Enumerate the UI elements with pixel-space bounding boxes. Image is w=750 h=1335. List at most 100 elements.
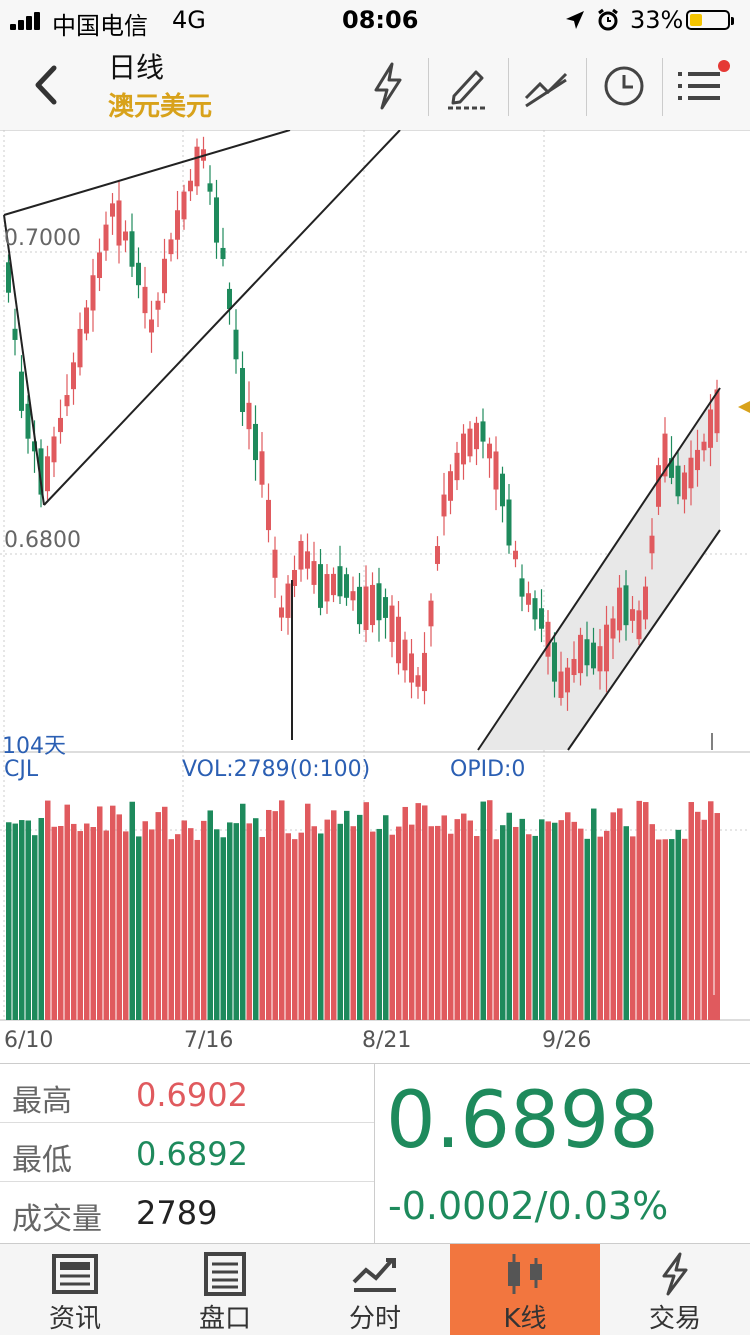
volume-bar <box>97 806 103 1020</box>
volume-bar <box>110 805 116 1020</box>
candle-body <box>51 436 57 463</box>
candle-body <box>695 449 700 471</box>
back-icon[interactable] <box>28 60 68 110</box>
volume-bar <box>32 835 38 1020</box>
candle-body <box>610 618 616 639</box>
tab-kline[interactable]: K线 <box>450 1244 600 1335</box>
volume-bar <box>545 821 551 1020</box>
candle-body <box>389 605 395 642</box>
volume-bar <box>675 829 681 1020</box>
volume-bar <box>565 812 571 1020</box>
high-row: 最高 0.6902 <box>0 1064 374 1123</box>
candle-body <box>64 395 70 407</box>
draw-icon[interactable] <box>440 58 496 114</box>
volume-bar <box>467 820 473 1020</box>
volume-bar <box>350 826 356 1020</box>
candle-body <box>383 597 388 618</box>
volume-bar <box>51 826 57 1020</box>
volume-bar <box>123 831 129 1020</box>
date-axis-label: 7/16 <box>184 1028 234 1053</box>
candle-body <box>701 441 707 451</box>
candle-body <box>675 465 681 497</box>
candle-body <box>493 451 499 490</box>
volume-bar <box>77 831 83 1020</box>
trendline-icon[interactable] <box>518 58 574 114</box>
volume-bar <box>584 838 590 1020</box>
volume-bar <box>331 810 337 1020</box>
volume-bar <box>636 800 642 1020</box>
candle-body <box>584 639 590 666</box>
candle-body <box>669 458 674 478</box>
candle-body <box>396 616 401 664</box>
volume-value: 2789 <box>136 1194 218 1232</box>
candle-body <box>25 403 31 439</box>
nav-divider <box>508 58 509 116</box>
volume-bar <box>64 804 70 1020</box>
menu-icon[interactable] <box>674 58 730 114</box>
candle-body <box>240 368 245 412</box>
volume-bar <box>12 823 18 1020</box>
candle-body <box>90 275 96 311</box>
volume-bar <box>526 834 532 1020</box>
tab-timeshare[interactable]: 分时 <box>300 1244 450 1335</box>
candle-body <box>318 564 323 608</box>
tab-orderbook[interactable]: 盘口 <box>150 1244 300 1335</box>
trendline <box>3 130 291 216</box>
volume-bar <box>344 810 350 1020</box>
volume-bar <box>240 803 246 1020</box>
candle-body <box>233 329 239 360</box>
candle-body <box>45 456 50 492</box>
candle-body <box>662 433 668 477</box>
volume-bar <box>311 826 317 1020</box>
candle-body <box>253 423 258 461</box>
nav-divider <box>428 58 429 116</box>
volume-bar <box>571 821 577 1020</box>
bottom-tab-bar: 资讯 盘口 分时 K线 交易 <box>0 1243 750 1335</box>
candle-body <box>480 421 486 442</box>
clock-icon[interactable] <box>596 58 652 114</box>
candle-body <box>292 569 297 587</box>
candle-body <box>136 262 141 286</box>
candle-body <box>688 457 694 489</box>
volume-bar <box>207 810 213 1020</box>
nav-divider <box>586 58 587 116</box>
candle-body <box>324 574 330 602</box>
candle-body <box>149 319 154 333</box>
days-count-label: 104天 <box>2 734 66 759</box>
candle-body <box>656 465 661 507</box>
volume-bar <box>363 802 369 1020</box>
candle-body <box>19 371 24 411</box>
volume-bar <box>714 813 720 1020</box>
candle-body <box>129 231 135 267</box>
chart-canvas[interactable] <box>0 130 750 1060</box>
candle-body <box>435 546 440 564</box>
volume-bar <box>604 830 610 1020</box>
volume-bar <box>337 823 343 1020</box>
candle-body <box>38 448 44 495</box>
indicator-vol: VOL:2789(0:100) <box>182 757 371 782</box>
volume-bar <box>246 823 252 1020</box>
symbol-title: 澳元美元 <box>108 92 213 122</box>
volume-bar <box>422 805 428 1020</box>
volume-bar <box>623 826 629 1020</box>
kline-chart[interactable]: 0.7000 0.6800 104天 CJL VOL:2789(0:100) O… <box>0 130 750 1060</box>
candle-body <box>363 586 369 630</box>
candle-body <box>428 600 434 627</box>
tab-news[interactable]: 资讯 <box>0 1244 150 1335</box>
candle-body <box>474 422 479 450</box>
low-value: 0.6892 <box>136 1135 248 1173</box>
volume-bar <box>454 819 460 1020</box>
candle-body <box>337 566 343 597</box>
volume-bar <box>266 809 272 1020</box>
candle-body <box>617 587 622 631</box>
volume-bar <box>552 822 558 1020</box>
tab-trade[interactable]: 交易 <box>600 1244 750 1335</box>
trendline <box>3 214 45 506</box>
low-row: 最低 0.6892 <box>0 1123 374 1182</box>
candle-body <box>168 239 174 255</box>
volume-bar <box>357 814 363 1020</box>
volume-bar <box>103 830 109 1020</box>
flash-icon[interactable] <box>360 58 416 114</box>
volume-bar <box>6 822 12 1020</box>
candle-body <box>708 409 713 448</box>
